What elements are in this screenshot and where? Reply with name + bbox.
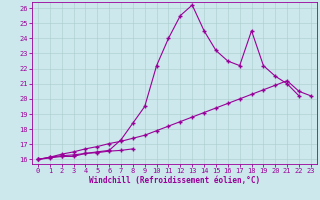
X-axis label: Windchill (Refroidissement éolien,°C): Windchill (Refroidissement éolien,°C)	[89, 176, 260, 185]
